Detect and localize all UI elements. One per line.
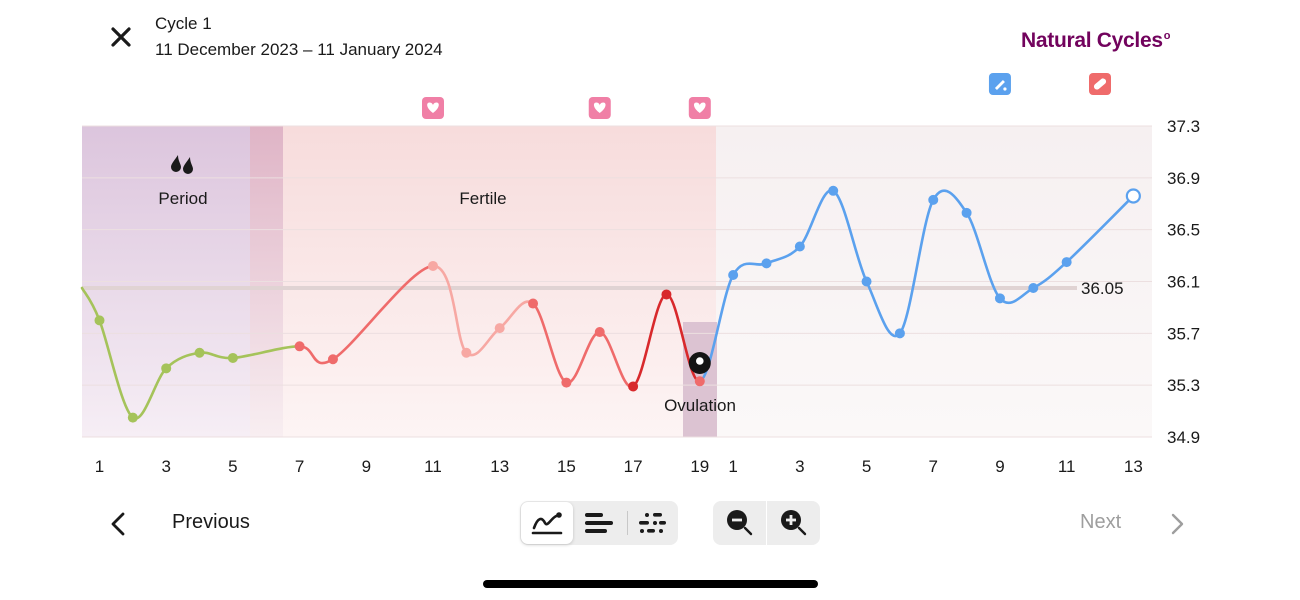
cover-line-label: 36.05 <box>1081 279 1124 298</box>
y-tick-label: 35.7 <box>1167 324 1200 343</box>
x-tick-label: 13 <box>1124 457 1143 476</box>
y-tick-label: 36.9 <box>1167 169 1200 188</box>
cycle-title: Cycle 1 <box>155 14 212 33</box>
data-point[interactable] <box>428 260 438 271</box>
x-tick-label: 1 <box>728 457 737 476</box>
fertile-label: Fertile <box>459 189 506 208</box>
x-tick-label: 9 <box>362 457 371 476</box>
y-tick-label: 36.5 <box>1167 221 1200 240</box>
close-icon[interactable] <box>106 22 136 52</box>
data-point[interactable] <box>994 293 1005 304</box>
x-tick-label: 15 <box>557 457 576 476</box>
data-point-open[interactable] <box>1125 188 1141 204</box>
data-point[interactable] <box>94 315 105 326</box>
view-divider <box>627 511 628 535</box>
chevron-left-icon[interactable] <box>106 510 130 538</box>
data-point[interactable] <box>894 328 905 339</box>
data-point[interactable] <box>294 341 305 352</box>
test-icon <box>994 80 1005 90</box>
data-point[interactable] <box>761 258 772 269</box>
temperature-line-segment <box>331 264 435 361</box>
zoom-divider <box>766 501 767 545</box>
temperature-line-segment <box>965 211 1002 300</box>
data-point[interactable] <box>861 276 872 287</box>
zoom-out-icon <box>726 510 752 536</box>
y-tick-label: 34.9 <box>1167 428 1200 447</box>
ovulation-marker-dot <box>696 357 704 365</box>
data-point[interactable] <box>694 376 705 387</box>
temperature-line-segment <box>231 344 301 360</box>
x-tick-label: 5 <box>228 457 237 476</box>
temperature-line-segment <box>831 189 868 283</box>
data-point[interactable] <box>628 381 639 392</box>
zoom-in-button[interactable] <box>767 501 820 545</box>
pill-icon <box>1093 78 1107 90</box>
data-point[interactable] <box>828 185 839 196</box>
period-label: Period <box>158 189 207 208</box>
heart-icon <box>427 102 439 113</box>
data-point[interactable] <box>728 270 739 281</box>
data-point[interactable] <box>594 327 605 338</box>
data-point[interactable] <box>461 347 472 358</box>
scatter-view-button[interactable] <box>626 501 678 545</box>
heart-icon <box>694 102 706 113</box>
next-button[interactable]: Next <box>1080 511 1122 533</box>
list-view-button[interactable] <box>573 501 625 545</box>
y-tick-label: 35.3 <box>1167 376 1200 395</box>
home-indicator[interactable] <box>483 580 818 588</box>
x-tick-label: 7 <box>295 457 304 476</box>
data-point[interactable] <box>561 377 572 388</box>
temperature-line-segment <box>80 286 101 322</box>
data-point[interactable] <box>494 323 505 334</box>
scatter-icon <box>639 513 666 533</box>
data-point[interactable] <box>661 289 672 300</box>
data-point[interactable] <box>227 352 238 363</box>
line-chart-icon <box>531 512 563 535</box>
data-point[interactable] <box>794 241 805 252</box>
ovulation-label: Ovulation <box>664 396 736 415</box>
graph-view-button[interactable] <box>521 502 573 544</box>
temperature-line-segment <box>698 273 735 383</box>
data-point[interactable] <box>961 207 972 218</box>
x-tick-label: 17 <box>624 457 643 476</box>
x-tick-label: 1 <box>95 457 104 476</box>
temperature-line-segment <box>98 319 135 419</box>
x-tick-label: 7 <box>929 457 938 476</box>
temperature-line-segment <box>898 198 935 335</box>
y-tick-label: 36.1 <box>1167 273 1200 292</box>
plus-dot <box>1003 87 1007 91</box>
data-point[interactable] <box>928 194 939 205</box>
temperature-line-segment <box>431 264 468 355</box>
data-point[interactable] <box>1028 282 1039 293</box>
y-tick-label: 37.3 <box>1167 117 1200 136</box>
drop-icon <box>171 155 181 172</box>
cycle-dates: 11 December 2023 – 11 January 2024 <box>155 40 443 59</box>
x-tick-label: 11 <box>1058 457 1076 476</box>
x-tick-label: 3 <box>161 457 170 476</box>
brand-logo: Natural Cycleso <box>1021 29 1171 52</box>
drop-icon <box>183 157 193 174</box>
data-point[interactable] <box>161 363 172 374</box>
bars-icon <box>585 513 613 533</box>
x-tick-label: 9 <box>995 457 1004 476</box>
data-point[interactable] <box>127 412 138 423</box>
zoom-out-button[interactable] <box>713 501 766 545</box>
x-tick-label: 19 <box>690 457 709 476</box>
x-tick-label: 11 <box>424 457 442 476</box>
data-point[interactable] <box>1061 257 1072 268</box>
heart-icon <box>593 102 606 113</box>
x-tick-label: 13 <box>490 457 509 476</box>
view-mode-toggle <box>520 501 678 545</box>
zoom-in-icon <box>780 510 806 536</box>
data-point[interactable] <box>528 298 539 309</box>
data-point[interactable] <box>327 354 338 365</box>
chevron-right-icon[interactable] <box>1166 510 1190 538</box>
x-tick-label: 3 <box>795 457 804 476</box>
previous-button[interactable]: Previous <box>172 511 250 533</box>
data-point[interactable] <box>194 347 205 358</box>
x-tick-label: 5 <box>862 457 871 476</box>
